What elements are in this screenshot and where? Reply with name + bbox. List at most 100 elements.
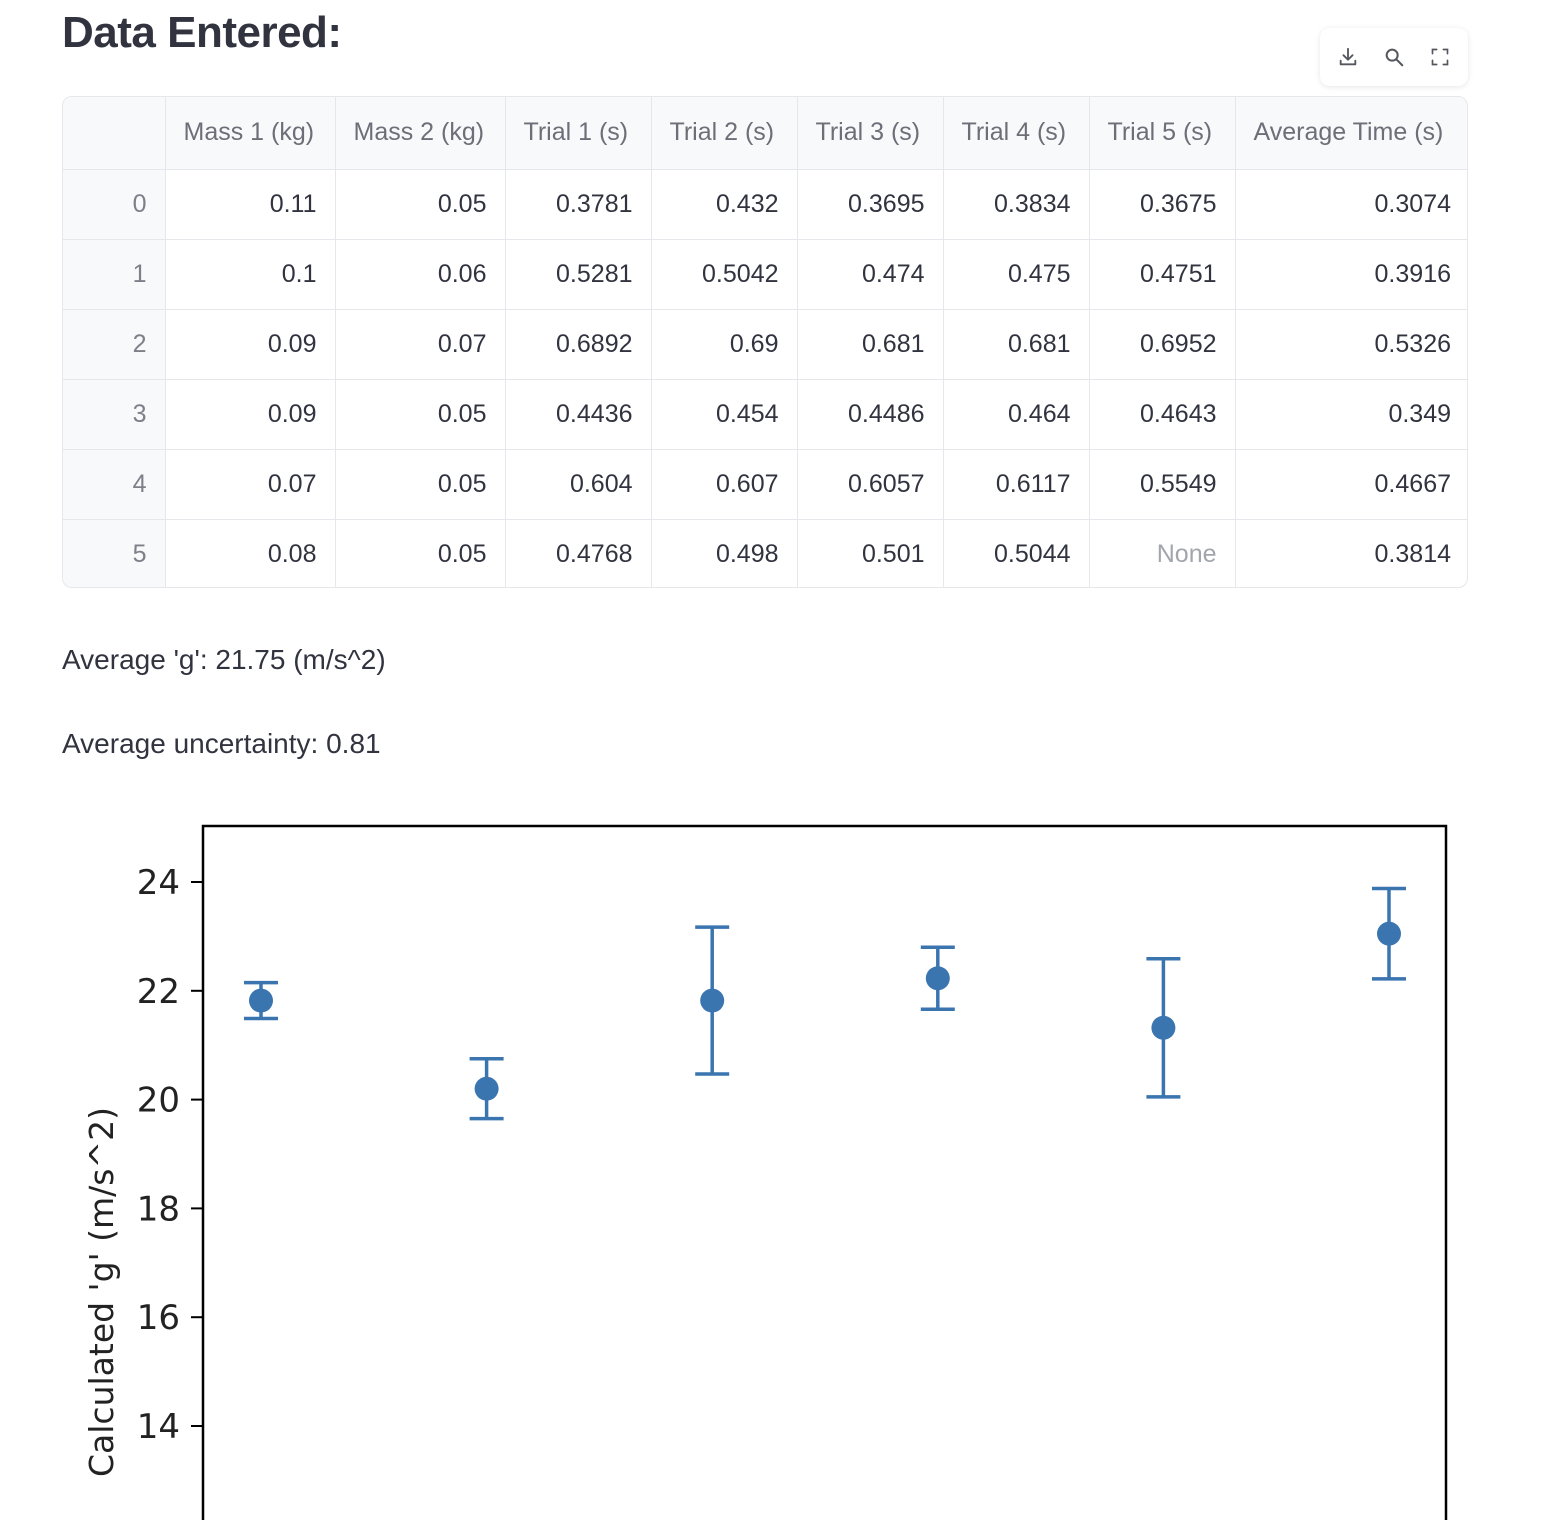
table-cell[interactable]: 0.3074 (1235, 169, 1467, 240)
column-header-trial-3[interactable]: Trial 3 (s) (797, 97, 944, 170)
table-cell[interactable]: 0.464 (943, 379, 1090, 450)
error-bar-point (1372, 886, 1406, 981)
table-cell[interactable]: 0.3916 (1235, 239, 1467, 310)
row-index: 0 (63, 169, 166, 240)
table-cell[interactable]: 0.05 (335, 169, 506, 240)
table-cell[interactable]: 0.4768 (505, 519, 652, 587)
table-cell[interactable]: 0.3834 (943, 169, 1090, 240)
page-title: Data Entered: (62, 8, 342, 57)
y-axis-label: Calculated 'g' (m/s^2) (82, 1107, 121, 1477)
table-row: 0 0.11 0.05 0.3781 0.432 0.3695 0.3834 0… (63, 169, 1467, 240)
data-point (249, 988, 273, 1013)
row-index: 1 (63, 239, 166, 310)
data-point (1377, 921, 1401, 946)
y-tick-label: 16 (137, 1298, 180, 1338)
table-toolbar (1320, 28, 1468, 86)
table-cell[interactable]: 0.432 (651, 169, 798, 240)
table-cell[interactable]: 0.6892 (505, 309, 652, 380)
table-cell[interactable]: 0.5044 (943, 519, 1090, 587)
table-cell[interactable]: 0.6117 (943, 449, 1090, 520)
table-cell[interactable]: 0.4667 (1235, 449, 1467, 520)
table-cell[interactable]: 0.681 (943, 309, 1090, 380)
table-cell[interactable]: 0.5042 (651, 239, 798, 310)
table-cell[interactable]: 0.07 (165, 449, 336, 520)
table-cell[interactable]: 0.474 (797, 239, 944, 310)
table-cell[interactable]: 0.09 (165, 379, 336, 450)
y-tick-label: 14 (137, 1407, 180, 1447)
table-cell[interactable]: 0.604 (505, 449, 652, 520)
fullscreen-button[interactable] (1424, 41, 1456, 73)
data-point (474, 1076, 499, 1101)
error-bar-point (1146, 956, 1181, 1099)
table-cell[interactable]: 0.6952 (1089, 309, 1236, 380)
table-cell[interactable]: 0.3781 (505, 169, 652, 240)
column-header-mass-1[interactable]: Mass 1 (kg) (165, 97, 336, 170)
y-tick-label: 24 (137, 863, 180, 903)
table-cell[interactable]: 0.349 (1235, 379, 1467, 450)
table-cell[interactable]: 0.681 (797, 309, 944, 380)
table-cell[interactable]: 0.4751 (1089, 239, 1236, 310)
table-cell[interactable]: 0.475 (943, 239, 1090, 310)
table-cell[interactable]: 0.08 (165, 519, 336, 587)
table-cell[interactable]: 0.1 (165, 239, 336, 310)
table-cell[interactable]: 0.607 (651, 449, 798, 520)
table-cell[interactable]: 0.4486 (797, 379, 944, 450)
download-button[interactable] (1332, 41, 1364, 73)
table-cell[interactable]: 0.11 (165, 169, 336, 240)
table-cell[interactable]: 0.6057 (797, 449, 944, 520)
table-cell[interactable]: 0.4643 (1089, 379, 1236, 450)
table-cell-empty[interactable]: None (1089, 519, 1236, 587)
table-cell[interactable]: 0.05 (335, 379, 506, 450)
error-bar-point (920, 945, 955, 1012)
table-row: 2 0.09 0.07 0.6892 0.69 0.681 0.681 0.69… (63, 309, 1467, 380)
table-cell[interactable]: 0.3695 (797, 169, 944, 240)
data-point (1151, 1015, 1176, 1040)
table-cell[interactable]: 0.498 (651, 519, 798, 587)
column-header-trial-1[interactable]: Trial 1 (s) (505, 97, 652, 170)
average-g-text: Average 'g': 21.75 (m/s^2) (62, 644, 386, 675)
data-points (244, 886, 1406, 1121)
column-header-trial-5[interactable]: Trial 5 (s) (1089, 97, 1236, 170)
table-cell[interactable]: 0.5281 (505, 239, 652, 310)
table-cell[interactable]: 0.454 (651, 379, 798, 450)
error-bar-point (695, 925, 730, 1076)
error-bar-point (244, 980, 278, 1021)
table-header-row: Mass 1 (kg) Mass 2 (kg) Trial 1 (s) Tria… (63, 97, 1467, 170)
table-row: 5 0.08 0.05 0.4768 0.498 0.501 0.5044 No… (63, 519, 1467, 587)
table-row: 3 0.09 0.05 0.4436 0.454 0.4486 0.464 0.… (63, 379, 1467, 450)
table-cell[interactable]: 0.09 (165, 309, 336, 380)
row-index: 4 (63, 449, 166, 520)
column-header-trial-4[interactable]: Trial 4 (s) (943, 97, 1090, 170)
table-cell[interactable]: 0.3675 (1089, 169, 1236, 240)
data-point (700, 988, 725, 1013)
column-header-trial-2[interactable]: Trial 2 (s) (651, 97, 798, 170)
table-cell[interactable]: 0.69 (651, 309, 798, 380)
table-cell[interactable]: 0.5326 (1235, 309, 1467, 380)
plot-area-frame (201, 824, 1448, 1520)
row-index: 5 (63, 519, 166, 587)
error-bar-point (469, 1057, 504, 1121)
search-icon (1385, 48, 1404, 67)
column-header-index[interactable] (63, 97, 166, 170)
table-cell[interactable]: 0.07 (335, 309, 506, 380)
column-header-average-time[interactable]: Average Time (s) (1235, 97, 1467, 170)
search-button[interactable] (1378, 41, 1410, 73)
table-row: 1 0.1 0.06 0.5281 0.5042 0.474 0.475 0.4… (63, 239, 1467, 310)
y-tick-label: 22 (137, 972, 180, 1012)
row-index: 2 (63, 309, 166, 380)
table-cell[interactable]: 0.3814 (1374, 539, 1451, 568)
column-header-mass-2[interactable]: Mass 2 (kg) (335, 97, 506, 170)
fullscreen-icon (1431, 48, 1449, 66)
row-index: 3 (63, 379, 166, 450)
y-tick-label: 20 (137, 1081, 180, 1121)
table-cell[interactable]: 0.5549 (1089, 449, 1236, 520)
table-cell[interactable]: 0.05 (335, 519, 506, 587)
table-cell[interactable]: 0.05 (335, 449, 506, 520)
data-table[interactable]: Mass 1 (kg) Mass 2 (kg) Trial 1 (s) Tria… (62, 96, 1468, 588)
table-cell[interactable]: 0.06 (335, 239, 506, 310)
table-row: 4 0.07 0.05 0.604 0.607 0.6057 0.6117 0.… (63, 449, 1467, 520)
table-cell[interactable]: 0.501 (797, 519, 944, 587)
table-cell[interactable]: 0.4436 (505, 379, 652, 450)
download-icon (1339, 47, 1357, 66)
y-axis-ticks: 14 16 18 20 22 24 (137, 863, 203, 1447)
